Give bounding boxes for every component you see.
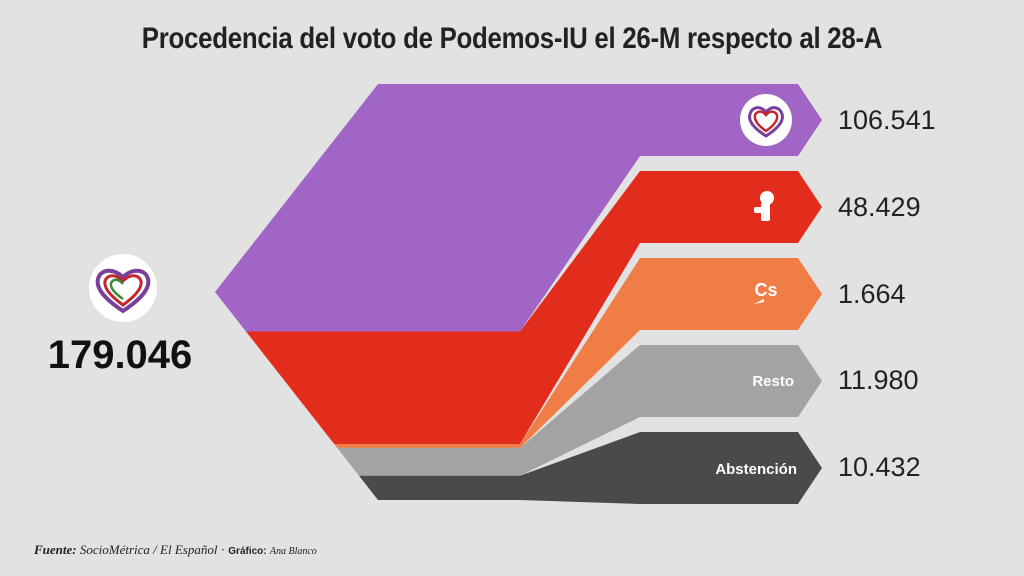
flow-band-cs	[334, 258, 822, 448]
flow-band-podemos-iu	[215, 84, 822, 332]
psoe-rose-icon	[740, 181, 792, 233]
total-value: 179.046	[47, 333, 193, 377]
value-podemos: 106.541	[838, 105, 936, 135]
graphic-label: Gráfico:	[228, 546, 267, 557]
cs-logo-icon: Cs	[740, 268, 792, 320]
flow-band-psoe	[245, 171, 822, 445]
abstencion-label: Abstención	[715, 461, 797, 478]
svg-text:Cs: Cs	[754, 280, 777, 300]
value-abstencion: 10.432	[838, 452, 921, 482]
source-label: Fuente:	[34, 542, 77, 557]
podemos-heart-icon	[80, 253, 166, 323]
resto-label: Resto	[752, 373, 794, 390]
value-psoe: 48.429	[838, 192, 921, 222]
source-text: SocioMétrica / El Español	[79, 542, 218, 557]
flow-band-resto	[337, 345, 822, 476]
source-separator: ·	[217, 542, 229, 557]
flow-band-abstenci-n	[359, 432, 822, 504]
source-credit: Fuente: SocioMétrica / El Español · Gráf…	[34, 542, 317, 558]
podemos-heart-icon	[740, 94, 792, 146]
graphic-author: Ana Blanco	[269, 546, 317, 557]
value-cs: 1.664	[838, 279, 906, 309]
chart-title: Procedencia del voto de Podemos-IU el 26…	[141, 22, 883, 55]
value-resto: 11.980	[838, 365, 919, 395]
